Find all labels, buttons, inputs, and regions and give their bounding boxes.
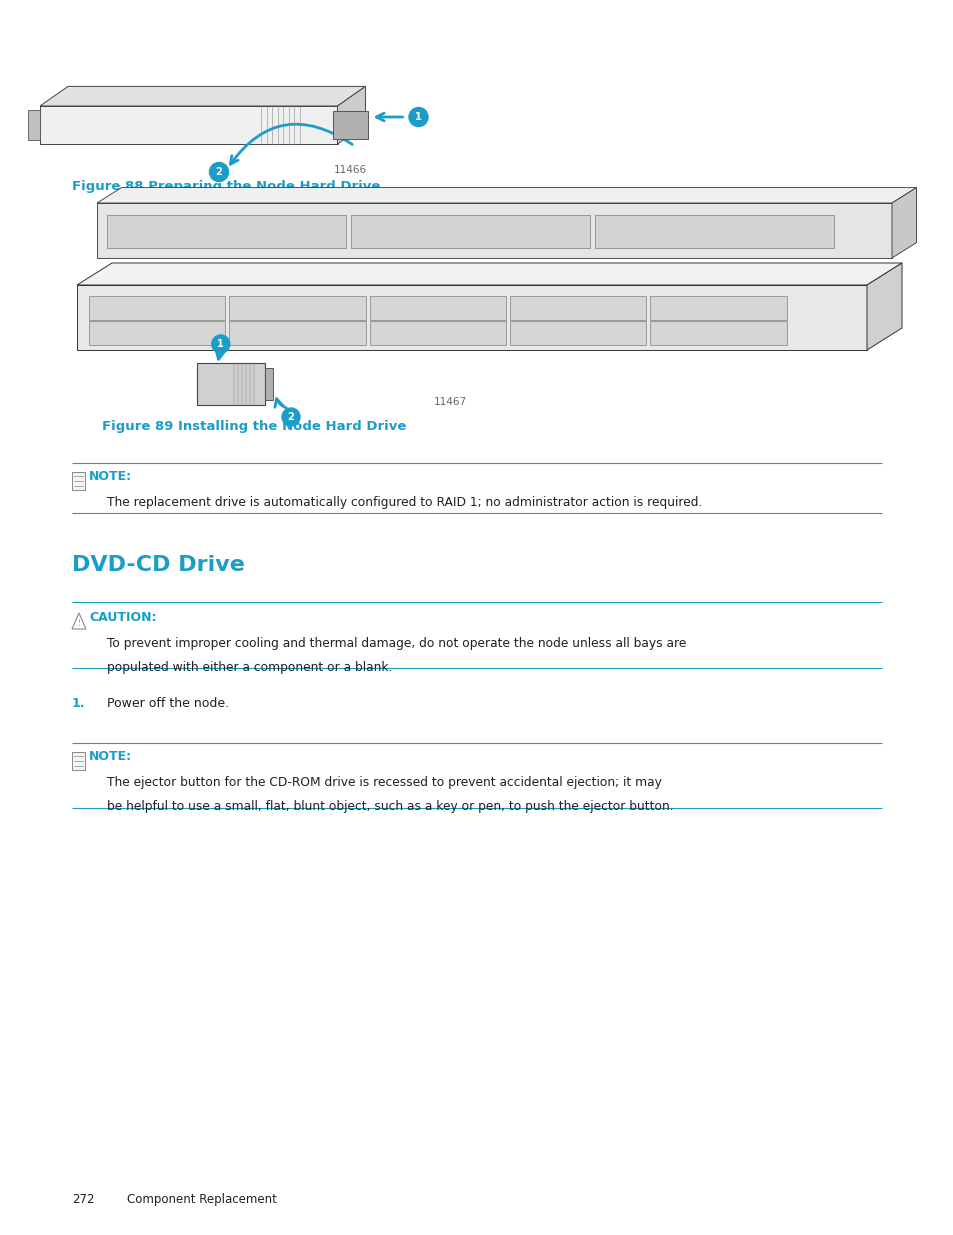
Polygon shape	[77, 285, 866, 350]
Polygon shape	[595, 215, 833, 248]
Circle shape	[210, 163, 229, 182]
Text: The replacement drive is automatically configured to RAID 1; no administrator ac: The replacement drive is automatically c…	[107, 496, 701, 509]
Polygon shape	[40, 106, 337, 144]
Text: 2: 2	[215, 167, 222, 177]
Circle shape	[212, 335, 230, 353]
Text: CAUTION:: CAUTION:	[89, 611, 156, 624]
Polygon shape	[97, 203, 891, 258]
Polygon shape	[333, 111, 367, 140]
Polygon shape	[866, 263, 901, 350]
FancyBboxPatch shape	[71, 472, 85, 490]
Text: Component Replacement: Component Replacement	[127, 1193, 276, 1207]
Polygon shape	[891, 188, 916, 258]
Polygon shape	[510, 321, 646, 345]
Text: NOTE:: NOTE:	[89, 471, 132, 483]
Polygon shape	[89, 296, 225, 320]
Text: Figure 89 Installing the Node Hard Drive: Figure 89 Installing the Node Hard Drive	[102, 420, 406, 433]
Polygon shape	[265, 368, 273, 400]
Polygon shape	[28, 110, 40, 140]
Text: 11466: 11466	[334, 165, 366, 175]
Text: !: !	[77, 620, 80, 629]
Polygon shape	[40, 86, 365, 106]
Polygon shape	[107, 215, 346, 248]
Text: Figure 88 Preparing the Node Hard Drive: Figure 88 Preparing the Node Hard Drive	[71, 180, 380, 193]
Text: 1: 1	[415, 112, 421, 122]
Text: 1.: 1.	[71, 697, 86, 710]
Text: 2: 2	[287, 412, 294, 422]
Polygon shape	[650, 321, 786, 345]
Polygon shape	[97, 188, 916, 203]
Text: 272: 272	[71, 1193, 94, 1207]
Polygon shape	[337, 86, 365, 144]
Polygon shape	[196, 363, 265, 405]
Text: 1: 1	[217, 338, 224, 350]
Circle shape	[409, 107, 428, 126]
Polygon shape	[351, 215, 590, 248]
Text: 11467: 11467	[433, 396, 466, 408]
Text: Power off the node.: Power off the node.	[107, 697, 229, 710]
Text: populated with either a component or a blank.: populated with either a component or a b…	[107, 661, 392, 674]
Text: The ejector button for the CD-ROM drive is recessed to prevent accidental ejecti: The ejector button for the CD-ROM drive …	[107, 776, 661, 789]
Polygon shape	[650, 296, 786, 320]
Polygon shape	[89, 321, 225, 345]
FancyBboxPatch shape	[71, 752, 85, 769]
Polygon shape	[229, 321, 365, 345]
Text: DVD-CD Drive: DVD-CD Drive	[71, 555, 245, 576]
Polygon shape	[77, 263, 901, 285]
Text: be helpful to use a small, flat, blunt object, such as a key or pen, to push the: be helpful to use a small, flat, blunt o…	[107, 800, 673, 813]
Polygon shape	[370, 296, 505, 320]
Text: To prevent improper cooling and thermal damage, do not operate the node unless a: To prevent improper cooling and thermal …	[107, 637, 685, 650]
Circle shape	[282, 408, 299, 426]
Polygon shape	[370, 321, 505, 345]
Polygon shape	[229, 296, 365, 320]
Polygon shape	[510, 296, 646, 320]
Text: NOTE:: NOTE:	[89, 750, 132, 763]
